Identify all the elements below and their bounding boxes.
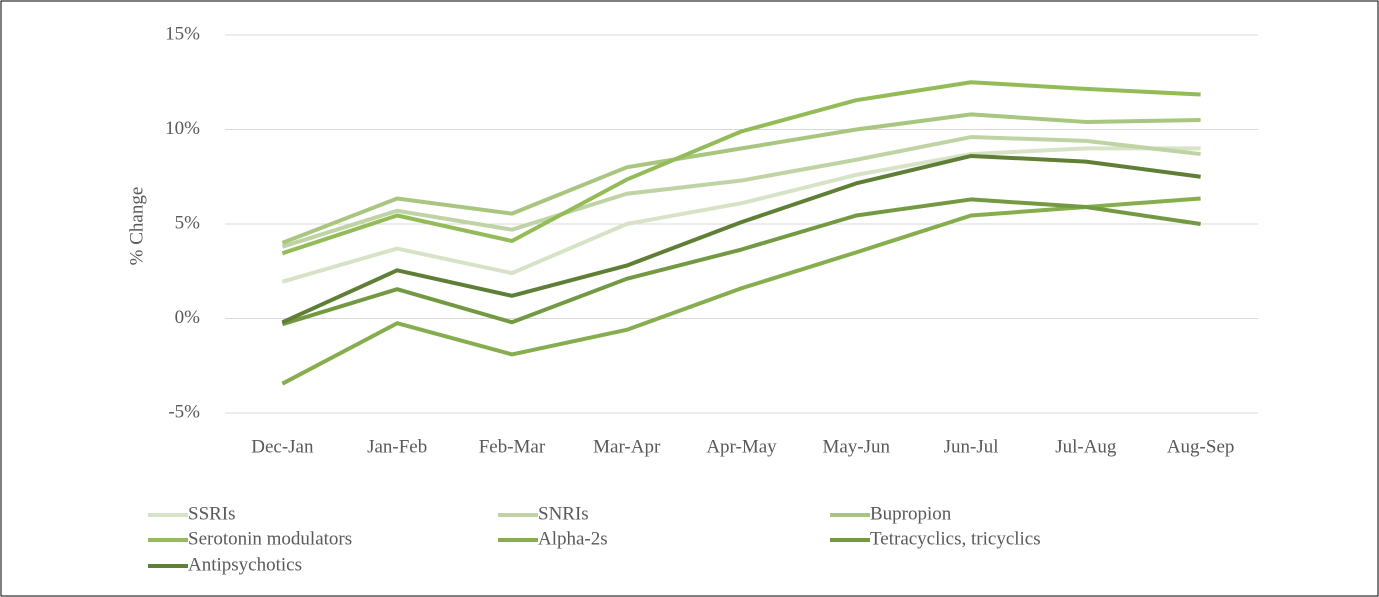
y-tick-label: -5% <box>168 401 200 422</box>
legend-label: Tetracyclics, tricyclics <box>870 528 1041 549</box>
x-tick-label: Aug-Sep <box>1167 436 1235 457</box>
x-tick-label: Jul-Aug <box>1055 436 1117 457</box>
series-line <box>281 197 1201 327</box>
y-tick-label: 5% <box>175 212 201 233</box>
series-line <box>281 196 1201 386</box>
x-tick-label: Dec-Jan <box>251 436 314 457</box>
series-line <box>281 80 1201 256</box>
series-line <box>281 112 1201 245</box>
legend-label: SNRIs <box>538 503 589 524</box>
y-tick-label: 0% <box>175 307 201 328</box>
x-tick-label: May-Jun <box>822 436 890 457</box>
series-line <box>281 146 1201 284</box>
x-tick-label: Jun-Jul <box>944 436 999 457</box>
x-tick-label: Jan-Feb <box>367 436 427 457</box>
legend-label: Serotonin modulators <box>188 528 352 549</box>
legend-label: Bupropion <box>870 503 952 524</box>
legend-label: Antipsychotics <box>188 554 302 575</box>
legend-label: SSRIs <box>188 503 236 524</box>
y-tick-label: 10% <box>165 118 200 139</box>
series-line <box>281 153 1201 325</box>
y-tick-label: 15% <box>165 23 200 44</box>
x-tick-label: Apr-May <box>706 436 777 457</box>
x-tick-label: Feb-Mar <box>479 436 546 457</box>
y-axis-label: % Change <box>126 187 147 266</box>
x-tick-label: Mar-Apr <box>593 436 661 457</box>
series-line <box>281 135 1201 249</box>
legend-label: Alpha-2s <box>538 528 608 549</box>
